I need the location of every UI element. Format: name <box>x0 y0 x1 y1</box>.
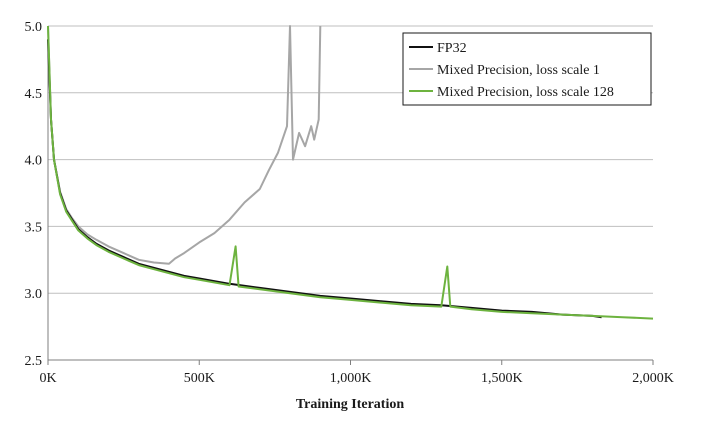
legend-label: Mixed Precision, loss scale 128 <box>437 85 614 100</box>
y-tick-label: 2.5 <box>25 354 43 369</box>
series-line-1 <box>47 25 322 265</box>
tick-labels: 2.5 3.0 3.5 4.0 4.5 5.0 0K 500K 1,000K 1,500K 2,00… <box>25 20 674 386</box>
axes <box>47 26 654 365</box>
series-line-2 <box>47 25 654 320</box>
x-axis-title: Training Iteration <box>296 397 404 412</box>
legend-label: FP32 <box>437 41 467 56</box>
series-lines <box>47 25 654 320</box>
x-tick-label: 0K <box>39 371 56 386</box>
x-tick-label: 500K <box>184 371 215 386</box>
x-tick-label: 2,000K <box>632 371 674 386</box>
legend: FP32 Mixed Precision, loss scale 1 Mixed P… <box>402 32 652 106</box>
y-tick-label: 4.0 <box>25 154 43 169</box>
legend-box <box>402 32 652 106</box>
y-tick-label: 4.5 <box>25 87 43 102</box>
y-tick-label: 3.0 <box>25 287 43 302</box>
x-tick-label: 1,500K <box>481 371 523 386</box>
x-tick-label: 1,000K <box>330 371 372 386</box>
y-tick-label: 5.0 <box>25 20 43 35</box>
legend-label: Mixed Precision, loss scale 1 <box>437 63 600 78</box>
y-tick-label: 3.5 <box>25 220 43 235</box>
